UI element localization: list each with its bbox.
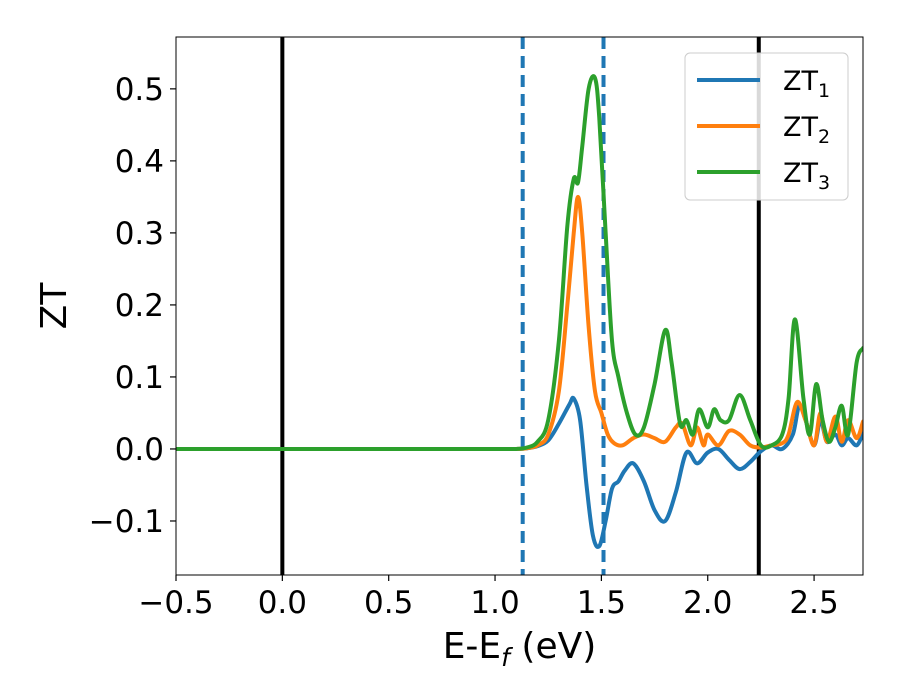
x-tick-label: −0.5 <box>138 585 213 621</box>
series-line-zt3 <box>176 74 863 452</box>
y-tick-label: 0.5 <box>115 72 164 108</box>
x-axis-title-main: E-E <box>443 626 501 667</box>
series-lines <box>176 74 863 549</box>
y-tick-label: 0.4 <box>115 144 164 180</box>
x-tick-label: 2.5 <box>789 585 838 621</box>
legend-label-zt2: ZT2 <box>783 112 830 148</box>
y-tick-label: −0.1 <box>89 504 164 540</box>
y-tick-label: 0.2 <box>115 288 164 324</box>
plot-area-frame <box>175 36 864 576</box>
legend-label-zt3: ZT3 <box>783 158 830 194</box>
x-axis-title: E-Ef (eV) <box>443 626 597 672</box>
x-tick-label: 0.5 <box>364 585 413 621</box>
y-axis-title: ZT <box>34 282 75 330</box>
x-tick-label: 0.0 <box>258 585 307 621</box>
legend-label-zt1: ZT1 <box>783 66 830 102</box>
y-axis-ticks: −0.1 0.0 0.1 0.2 0.3 0.4 0.5 <box>89 72 176 540</box>
legend-box <box>684 52 849 201</box>
x-axis-ticks: −0.5 0.0 0.5 1.0 1.5 2.0 2.5 <box>138 575 839 621</box>
y-tick-label: 0.3 <box>115 216 164 252</box>
x-tick-label: 2.0 <box>683 585 732 621</box>
y-tick-label: 0.1 <box>115 360 164 396</box>
x-axis-title-unit: (eV) <box>510 626 596 667</box>
y-tick-label: 0.0 <box>115 432 164 468</box>
legend: ZT1 ZT2 ZT3 <box>684 52 849 201</box>
x-tick-label: 1.0 <box>470 585 519 621</box>
x-tick-label: 1.5 <box>577 585 626 621</box>
